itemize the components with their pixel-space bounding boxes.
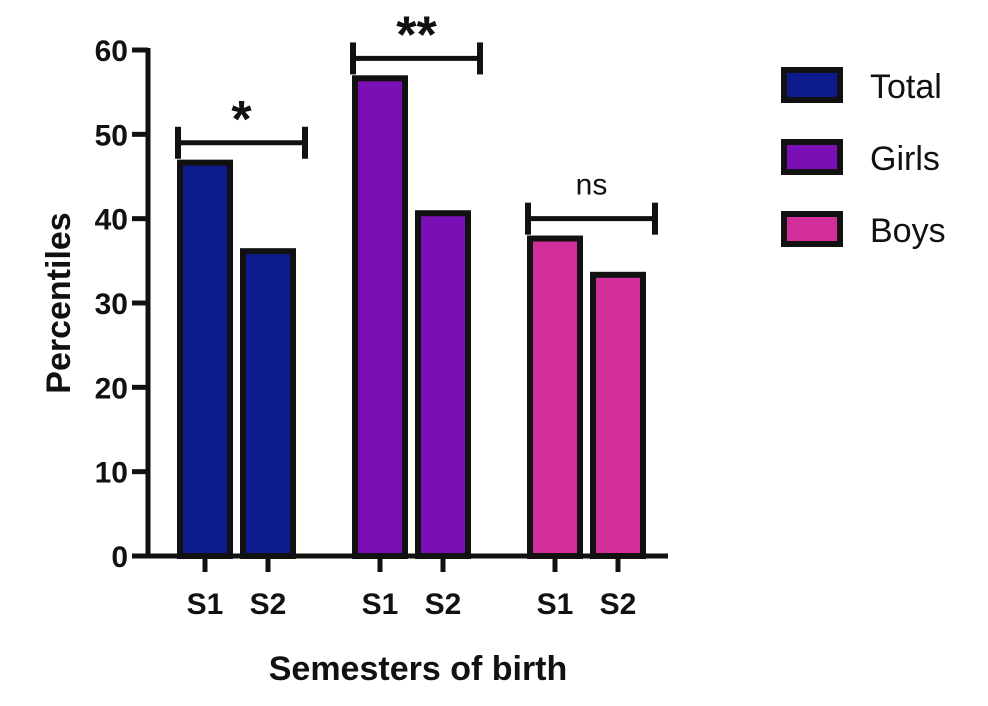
significance-label: ** [396, 6, 437, 64]
legend-label-boys: Boys [870, 212, 946, 250]
y-tick-label: 60 [95, 35, 128, 68]
y-tick-label: 20 [95, 372, 128, 405]
bar-boys-s2 [590, 271, 646, 559]
y-tick-label: 10 [95, 457, 128, 490]
significance-label: * [231, 91, 252, 149]
legend-label-girls: Girls [870, 140, 940, 178]
y-tick-label: 50 [95, 119, 128, 152]
bar-total-s1 [177, 159, 233, 559]
x-tick-label: S1 [187, 588, 224, 621]
legend-swatch-boys [781, 211, 843, 247]
legend-swatch-total [781, 67, 843, 103]
x-tick-label: S1 [362, 588, 399, 621]
y-tick-label: 40 [95, 204, 128, 237]
legend-swatch-girls [781, 139, 843, 175]
x-axis-title: Semesters of birth [269, 650, 568, 688]
bar-girls-s1 [352, 75, 408, 560]
y-axis-title: Percentiles [40, 212, 78, 393]
bar-boys-s1 [527, 235, 583, 560]
y-tick-label: 0 [111, 541, 128, 574]
bar-total-s2 [240, 248, 296, 560]
y-tick-label: 30 [95, 288, 128, 321]
significance-label: ns [576, 169, 608, 202]
x-tick-label: S2 [600, 588, 637, 621]
x-tick-label: S2 [425, 588, 462, 621]
legend: Total Girls Boys [781, 67, 946, 250]
bar-girls-s2 [415, 210, 471, 559]
x-tick-label: S1 [537, 588, 574, 621]
x-tick-label: S2 [250, 588, 287, 621]
legend-label-total: Total [870, 68, 942, 106]
